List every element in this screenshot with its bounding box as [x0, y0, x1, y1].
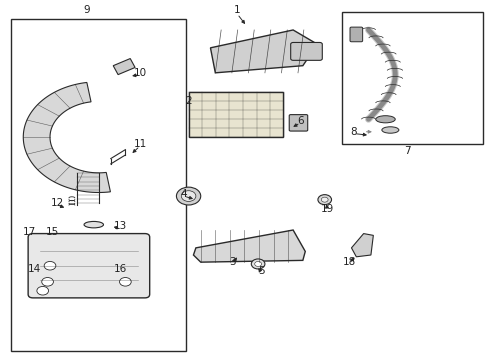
Text: 8: 8	[350, 127, 356, 137]
Text: 4: 4	[180, 189, 186, 199]
Circle shape	[317, 195, 331, 204]
Bar	[188, 93, 283, 137]
Polygon shape	[351, 234, 372, 257]
Polygon shape	[23, 82, 110, 193]
Circle shape	[176, 187, 201, 205]
Bar	[341, 12, 482, 144]
Text: 5: 5	[258, 266, 264, 276]
Text: 12: 12	[51, 198, 64, 208]
Text: 2: 2	[185, 96, 191, 107]
Text: 9: 9	[83, 5, 90, 15]
Polygon shape	[113, 59, 135, 75]
Text: 15: 15	[46, 227, 59, 237]
FancyBboxPatch shape	[290, 42, 322, 60]
Text: 16: 16	[114, 264, 127, 274]
Circle shape	[41, 278, 53, 286]
Polygon shape	[193, 230, 305, 262]
Text: 11: 11	[133, 139, 146, 149]
Ellipse shape	[381, 127, 398, 133]
FancyBboxPatch shape	[28, 234, 149, 298]
Text: 1: 1	[233, 5, 240, 15]
Text: 13: 13	[114, 221, 127, 231]
Bar	[11, 19, 186, 351]
Ellipse shape	[84, 221, 103, 228]
Text: 3: 3	[228, 257, 235, 267]
Text: 18: 18	[342, 257, 355, 267]
Circle shape	[251, 259, 264, 269]
Text: 7: 7	[403, 147, 410, 157]
Text: 14: 14	[28, 264, 41, 274]
FancyBboxPatch shape	[288, 114, 307, 131]
Text: 10: 10	[133, 68, 146, 78]
Ellipse shape	[375, 116, 394, 123]
Circle shape	[44, 261, 56, 270]
FancyBboxPatch shape	[349, 27, 362, 42]
Circle shape	[181, 191, 196, 202]
Polygon shape	[210, 30, 317, 73]
Text: 19: 19	[320, 203, 333, 213]
Circle shape	[119, 278, 131, 286]
Circle shape	[37, 287, 48, 295]
Text: 6: 6	[297, 116, 303, 126]
Text: 17: 17	[23, 227, 36, 237]
Circle shape	[254, 261, 261, 266]
Circle shape	[321, 197, 327, 202]
